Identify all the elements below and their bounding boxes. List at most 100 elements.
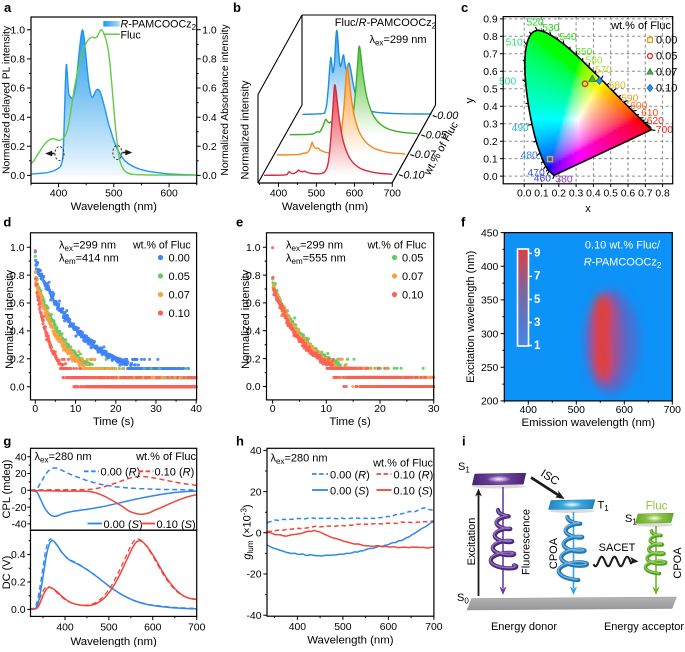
svg-text:700: 700 — [425, 622, 443, 633]
svg-text:9: 9 — [534, 248, 540, 260]
svg-text:590: 590 — [621, 94, 638, 105]
svg-text:400: 400 — [50, 188, 68, 199]
svg-text:530: 530 — [542, 23, 559, 34]
svg-text:0.2: 0.2 — [246, 354, 261, 365]
svg-text:0.00 (R): 0.00 (R) — [330, 469, 370, 481]
svg-text:-20: -20 — [11, 503, 26, 514]
svg-text:Excitation: Excitation — [466, 518, 478, 566]
svg-text:0.6: 0.6 — [621, 188, 636, 199]
svg-text:0.10 (S): 0.10 (S) — [394, 485, 433, 497]
svg-text:0.1: 0.1 — [483, 154, 498, 165]
svg-text:1: 1 — [534, 340, 541, 352]
svg-text:40: 40 — [15, 452, 27, 463]
svg-text:R-PAMCOOCz2: R-PAMCOOCz2 — [584, 257, 662, 271]
svg-text:500: 500 — [499, 76, 516, 87]
svg-text:-40: -40 — [246, 611, 261, 622]
svg-text:i: i — [462, 434, 466, 449]
svg-text:Excitation wavelength (nm): Excitation wavelength (nm) — [465, 251, 477, 383]
svg-text:x: x — [585, 203, 591, 215]
svg-text:0.07: 0.07 — [656, 67, 677, 79]
svg-text:0.6: 0.6 — [483, 67, 498, 78]
svg-text:400: 400 — [520, 405, 538, 416]
svg-text:490: 490 — [512, 123, 529, 134]
svg-text:0.10 (R): 0.10 (R) — [394, 469, 434, 481]
svg-text:0.10: 0.10 — [402, 290, 423, 302]
svg-text:f: f — [461, 215, 466, 230]
svg-text:600: 600 — [346, 189, 364, 200]
svg-text:wt.% of Fluc: wt.% of Fluc — [135, 451, 196, 463]
svg-text:0.4: 0.4 — [586, 188, 601, 199]
svg-text:460: 460 — [534, 173, 551, 184]
svg-text:d: d — [3, 215, 11, 230]
svg-text:0.8: 0.8 — [483, 32, 498, 43]
svg-text:0.4: 0.4 — [11, 550, 26, 561]
svg-text:Normalized Absorbance intensit: Normalized Absorbance intensity — [220, 24, 231, 176]
svg-text:10: 10 — [70, 404, 82, 415]
svg-text:0: 0 — [32, 404, 38, 415]
svg-text:7: 7 — [534, 271, 540, 283]
svg-text:0.00: 0.00 — [169, 253, 190, 265]
svg-text:30: 30 — [428, 404, 440, 415]
svg-text:470: 470 — [528, 168, 545, 179]
svg-text:0.05: 0.05 — [402, 253, 423, 265]
svg-text:-40: -40 — [11, 520, 26, 531]
svg-text:λex=280 nm: λex=280 nm — [271, 452, 328, 466]
svg-text:0.07: 0.07 — [169, 290, 190, 302]
svg-text:Wavelength (nm): Wavelength (nm) — [70, 636, 157, 647]
svg-text:0.3: 0.3 — [569, 188, 584, 199]
svg-text:glum (×10-3): glum (×10-3) — [240, 504, 256, 559]
svg-text:0.10: 0.10 — [404, 169, 425, 181]
svg-text:Fluc/R-PAMCOOCz2: Fluc/R-PAMCOOCz2 — [335, 17, 437, 31]
svg-text:0.10: 0.10 — [169, 308, 190, 320]
svg-text:0.10 (S): 0.10 (S) — [157, 519, 196, 531]
svg-text:600: 600 — [160, 188, 178, 199]
svg-text:700: 700 — [384, 189, 402, 200]
svg-text:T1: T1 — [598, 500, 610, 514]
svg-text:0.4: 0.4 — [202, 113, 217, 124]
svg-text:Wavelength (nm): Wavelength (nm) — [71, 201, 158, 213]
svg-text:0.00 (R): 0.00 (R) — [101, 467, 141, 479]
svg-text:0.07: 0.07 — [415, 149, 437, 161]
svg-text:y: y — [464, 97, 476, 103]
svg-text:λem=414 nm: λem=414 nm — [59, 253, 119, 267]
svg-text:b: b — [233, 0, 241, 15]
svg-text:0.05: 0.05 — [426, 130, 448, 142]
svg-text:Fluc: Fluc — [646, 501, 668, 513]
svg-text:CPOA: CPOA — [548, 537, 560, 569]
svg-text:500: 500 — [334, 622, 352, 633]
svg-text:0.07: 0.07 — [402, 271, 423, 283]
svg-text:0.10 (R): 0.10 (R) — [155, 467, 195, 479]
svg-text:S1: S1 — [458, 461, 470, 475]
svg-text:450: 450 — [481, 228, 499, 239]
svg-text:wt.% of Fluc: wt.% of Fluc — [372, 458, 433, 470]
svg-text:500: 500 — [568, 405, 586, 416]
svg-text:1.0: 1.0 — [202, 26, 217, 37]
svg-text:610: 610 — [641, 108, 658, 119]
svg-text:Time (s): Time (s) — [93, 416, 135, 428]
svg-text:0.1: 0.1 — [534, 188, 549, 199]
svg-text:0.8: 0.8 — [11, 55, 26, 66]
svg-text:0.2: 0.2 — [10, 355, 25, 366]
svg-text:550: 550 — [575, 47, 592, 58]
svg-text:480: 480 — [521, 151, 538, 162]
svg-text:200: 200 — [481, 397, 499, 408]
svg-text:0.0: 0.0 — [202, 171, 217, 182]
svg-text:700: 700 — [188, 622, 206, 633]
svg-text:Normalized intensity: Normalized intensity — [4, 269, 16, 369]
svg-text:0.10 wt.% Fluc/: 0.10 wt.% Fluc/ — [585, 240, 661, 252]
svg-text:0.05: 0.05 — [169, 271, 190, 283]
svg-text:0.5: 0.5 — [603, 188, 618, 199]
svg-text:0.8: 0.8 — [246, 271, 261, 282]
svg-text:Energy donor: Energy donor — [491, 621, 557, 633]
svg-text:500: 500 — [105, 188, 123, 199]
svg-text:0.7: 0.7 — [638, 188, 653, 199]
svg-text:600: 600 — [630, 101, 647, 112]
svg-text:0.4: 0.4 — [11, 113, 26, 124]
svg-text:Emission wavelength (nm): Emission wavelength (nm) — [522, 417, 656, 429]
svg-text:400: 400 — [56, 622, 74, 633]
svg-text:0.05: 0.05 — [656, 51, 677, 63]
svg-text:20: 20 — [374, 404, 386, 415]
svg-text:0.8: 0.8 — [10, 271, 25, 282]
svg-text:c: c — [461, 0, 468, 15]
svg-text:0: 0 — [256, 529, 262, 540]
